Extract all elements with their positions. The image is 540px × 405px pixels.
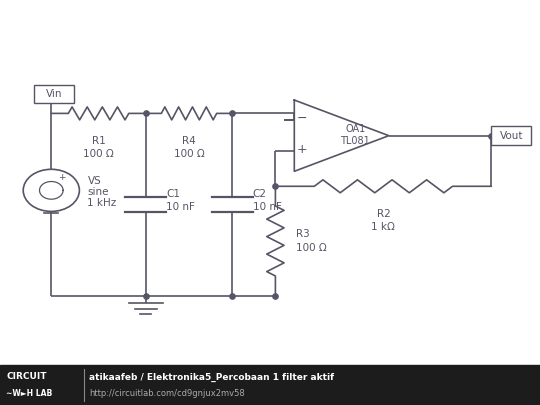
Bar [0,364,540,405]
Text: VS: VS [87,177,101,186]
FancyBboxPatch shape [34,85,74,103]
Text: sine: sine [87,188,109,197]
FancyBboxPatch shape [491,126,531,145]
Text: −: − [296,112,307,125]
Text: TL081: TL081 [340,136,370,146]
Text: C1
10 nF: C1 10 nF [166,189,195,212]
Text: CIRCUIT: CIRCUIT [6,372,47,381]
Text: ∼W►H LAB: ∼W►H LAB [6,389,53,398]
Text: R3
100 Ω: R3 100 Ω [296,229,327,253]
Text: Vin: Vin [46,89,62,99]
Text: OA1: OA1 [345,124,366,134]
Text: R1
100 Ω: R1 100 Ω [83,136,114,159]
Text: http://circuitlab.com/cd9gnjux2mv58: http://circuitlab.com/cd9gnjux2mv58 [89,389,245,398]
Text: +: + [58,173,66,182]
Text: 1 kHz: 1 kHz [87,198,117,208]
Text: atikaafeb / Elektronika5_Percobaan 1 filter aktif: atikaafeb / Elektronika5_Percobaan 1 fil… [89,373,334,382]
Text: +: + [296,143,307,156]
Text: C2
10 nF: C2 10 nF [253,189,281,212]
Text: Vout: Vout [500,131,523,141]
Text: R4
100 Ω: R4 100 Ω [174,136,204,159]
Text: R2
1 kΩ: R2 1 kΩ [372,209,395,232]
